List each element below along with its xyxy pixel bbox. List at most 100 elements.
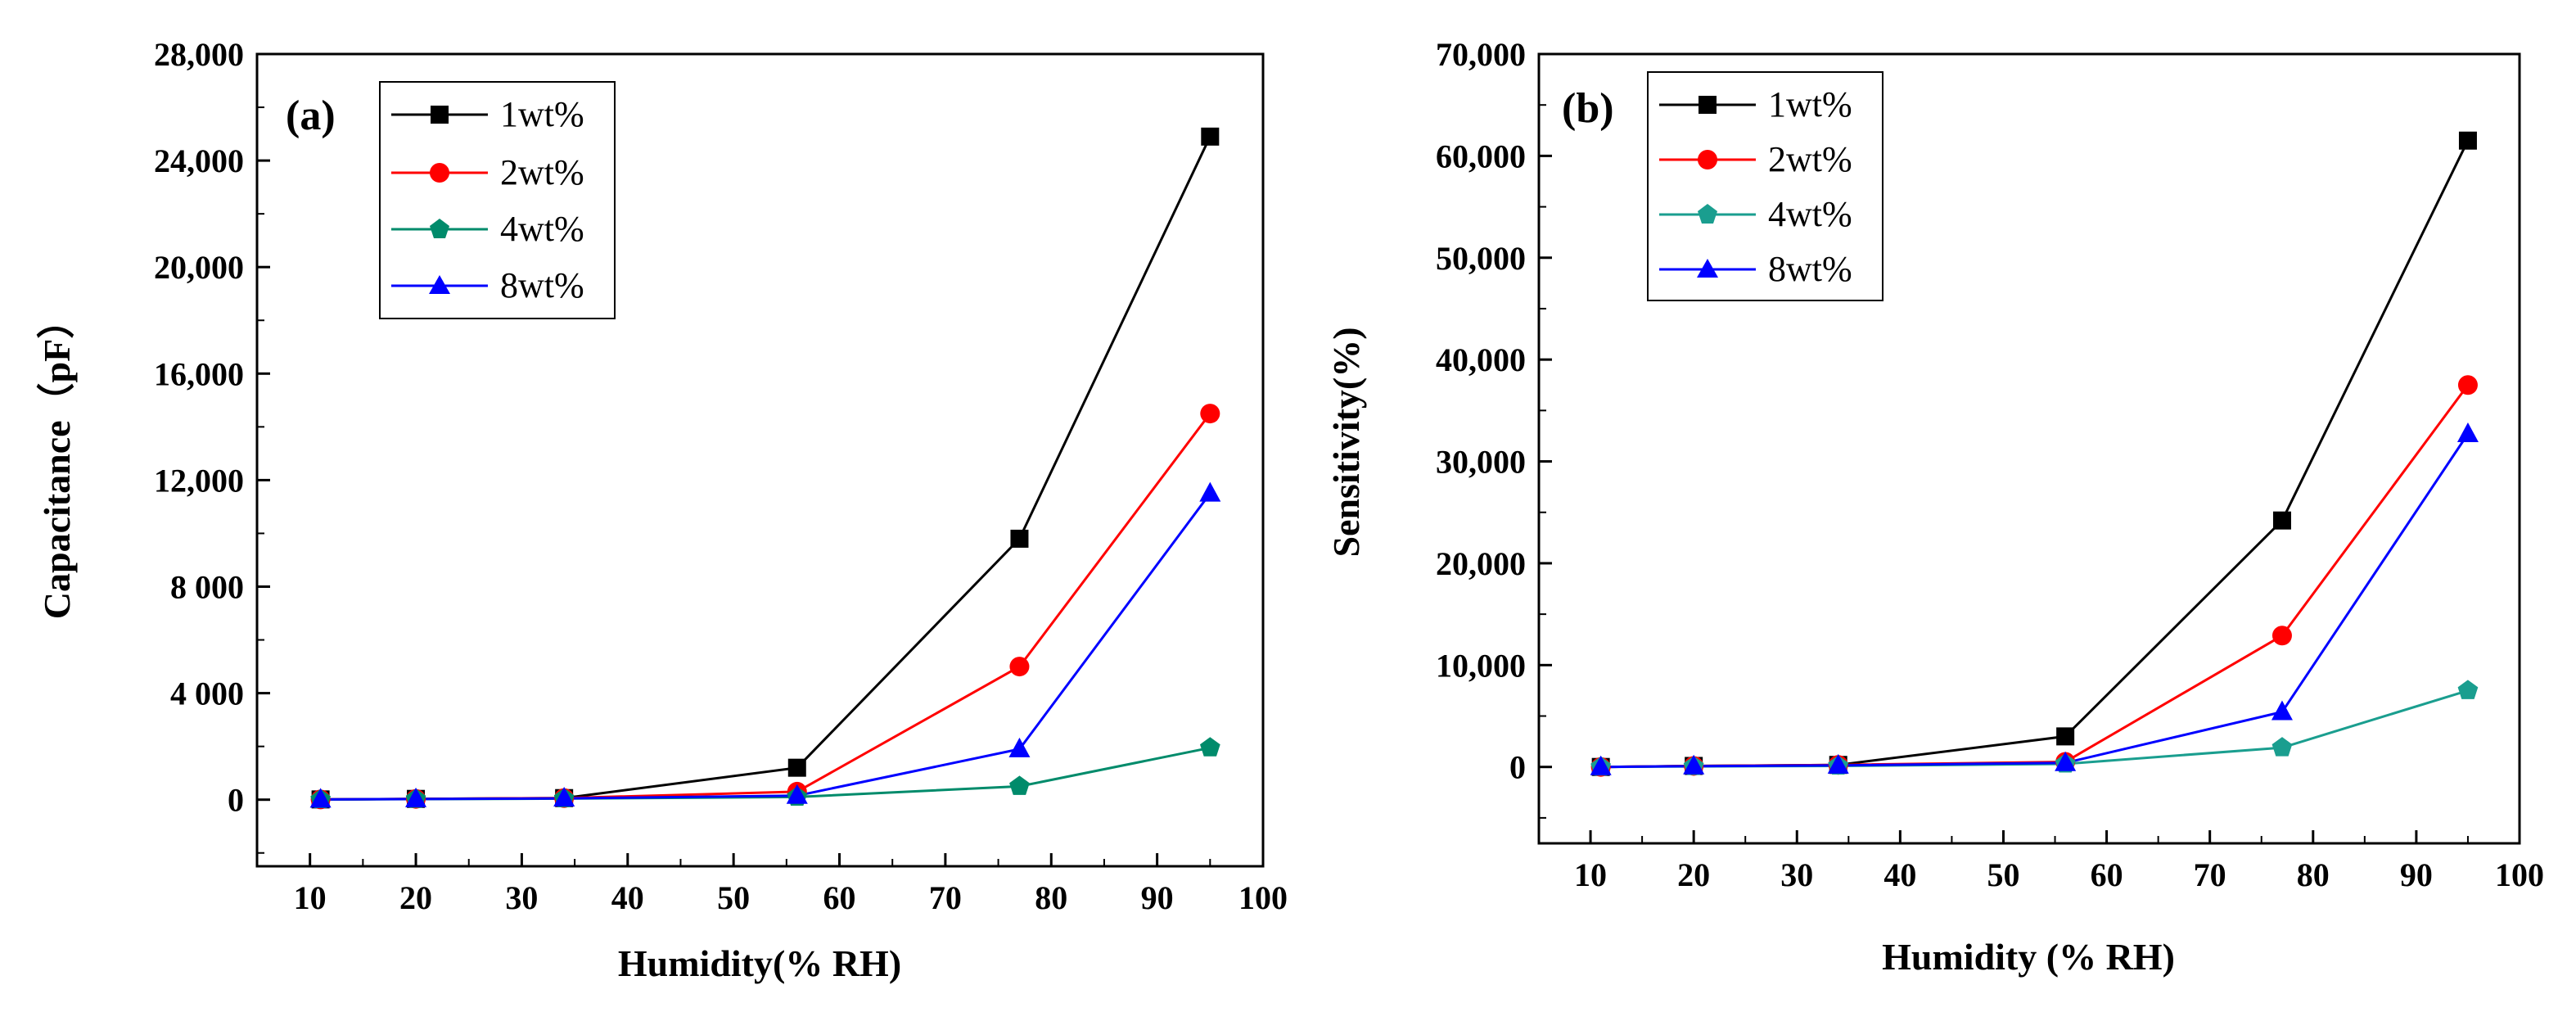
legend-item: 8wt% [391, 265, 584, 305]
legend-label: 4wt% [500, 209, 584, 249]
series-group [1590, 131, 2479, 777]
x-tick-label: 80 [2297, 856, 2330, 893]
data-point [1009, 657, 1030, 677]
data-point [786, 784, 808, 804]
y-axis-title: Sensitivity(%) [1325, 327, 1367, 557]
panel-a-capacitance-chart: 0 4 000 8 000 12,000 16,000 20,000 24,000 28,00… [36, 36, 1288, 984]
y-tick-label: 8 000 [170, 568, 244, 605]
legend-label: 1wt% [500, 94, 584, 134]
data-point [2456, 422, 2479, 442]
data-point [553, 787, 575, 807]
series-line [1600, 689, 2469, 769]
legend-item: 4wt% [1659, 194, 1852, 234]
x-tick-label: 50 [717, 879, 750, 916]
y-tick-label: 30,000 [1436, 444, 1526, 481]
legend-item: 1wt% [391, 94, 584, 134]
plot-frame [1537, 52, 2521, 845]
data-point [2457, 680, 2479, 699]
legend-label: 1wt% [1768, 84, 1852, 124]
data-point [2457, 375, 2478, 395]
x-tick-label: 80 [1035, 879, 1067, 916]
data-point [309, 788, 332, 808]
data-point [1008, 737, 1031, 757]
data-point [2271, 737, 2293, 757]
plot-frame [255, 52, 1265, 868]
data-point [1010, 529, 1029, 548]
legend-box [1647, 71, 1884, 301]
legend: 1wt% 2wt% 4wt% 8wt% [379, 81, 616, 319]
panel-label: (b) [1562, 85, 1614, 132]
data-point [1683, 754, 1705, 775]
x-tick-label: 60 [823, 879, 856, 916]
data-point [2458, 131, 2477, 150]
legend-label: 2wt% [1768, 139, 1852, 179]
x-tick-label: 30 [1780, 856, 1813, 893]
data-point [787, 758, 806, 777]
panel-b-sensitivity-chart: 0 10,000 20,000 30,000 40,000 50,000 60,000 70,… [1325, 36, 2544, 978]
legend: 1wt% 2wt% 4wt% 8wt% [1647, 71, 1884, 301]
y-tick-label: 12,000 [154, 462, 244, 499]
x-axis-title: Humidity(% RH) [618, 942, 901, 984]
panel-label: (a) [286, 93, 336, 139]
x-tick-label: 60 [2091, 856, 2123, 893]
legend-label: 8wt% [1768, 249, 1852, 289]
x-tick-label: 100 [1238, 879, 1288, 916]
legend-item: 2wt% [391, 152, 584, 192]
legend-item: 4wt% [391, 209, 584, 249]
data-point [2272, 511, 2291, 530]
x-tick-label: 90 [1141, 879, 1174, 916]
x-tick-label: 30 [505, 879, 538, 916]
data-point [1827, 753, 1849, 774]
legend-label: 4wt% [1768, 194, 1852, 234]
x-tick-label: 90 [2400, 856, 2433, 893]
y-axis-ticks: 0 4 000 8 000 12,000 16,000 20,000 24,000 28,00… [154, 36, 270, 854]
y-tick-label: 40,000 [1436, 341, 1526, 378]
y-tick-label: 10,000 [1436, 647, 1526, 684]
data-point [1201, 127, 1220, 146]
y-axis-title: Capacitance（pF） [36, 301, 78, 619]
data-point [1200, 737, 1220, 757]
y-tick-label: 0 [1509, 749, 1526, 786]
series-line [320, 492, 1211, 801]
series-group [309, 127, 1221, 810]
x-tick-label: 10 [1574, 856, 1607, 893]
data-point [1199, 481, 1221, 502]
series-line [320, 413, 1211, 801]
x-tick-label: 10 [294, 879, 327, 916]
legend-label: 2wt% [500, 152, 584, 192]
y-tick-label: 50,000 [1436, 240, 1526, 277]
data-point [2056, 727, 2075, 746]
y-tick-label: 70,000 [1436, 36, 1526, 73]
y-tick-label: 0 [228, 782, 244, 819]
legend-box [379, 81, 616, 319]
x-axis-title: Humidity (% RH) [1882, 936, 2175, 978]
data-point [1590, 755, 1612, 775]
x-axis-ticks: 10 20 30 40 50 60 70 80 90 100 [1538, 830, 2544, 893]
y-tick-label: 20,000 [1436, 545, 1526, 582]
x-tick-label: 70 [2194, 856, 2226, 893]
data-point [1200, 404, 1220, 424]
x-tick-label: 40 [611, 879, 644, 916]
y-tick-label: 20,000 [154, 249, 244, 286]
x-tick-label: 100 [2495, 856, 2544, 893]
legend-item: 1wt% [1659, 84, 1852, 124]
y-tick-label: 16,000 [154, 355, 244, 392]
x-tick-label: 20 [399, 879, 432, 916]
data-point [405, 787, 427, 807]
x-tick-label: 50 [1987, 856, 2019, 893]
series-line [1600, 433, 2470, 769]
y-tick-label: 60,000 [1436, 138, 1526, 174]
legend-item: 8wt% [1659, 249, 1852, 289]
x-axis-ticks: 10 20 30 40 50 60 70 80 90 100 [256, 853, 1288, 916]
y-tick-label: 28,000 [154, 36, 244, 73]
data-point [2271, 626, 2292, 646]
x-tick-label: 20 [1677, 856, 1710, 893]
legend-label: 8wt% [500, 265, 584, 305]
data-point [2271, 700, 2293, 721]
legend-item: 2wt% [1659, 139, 1852, 179]
y-axis-ticks: 0 10,000 20,000 30,000 40,000 50,000 60,000 70,… [1436, 36, 1552, 819]
y-tick-label: 24,000 [154, 142, 244, 179]
y-tick-label: 4 000 [170, 675, 244, 712]
x-tick-label: 40 [1884, 856, 1916, 893]
